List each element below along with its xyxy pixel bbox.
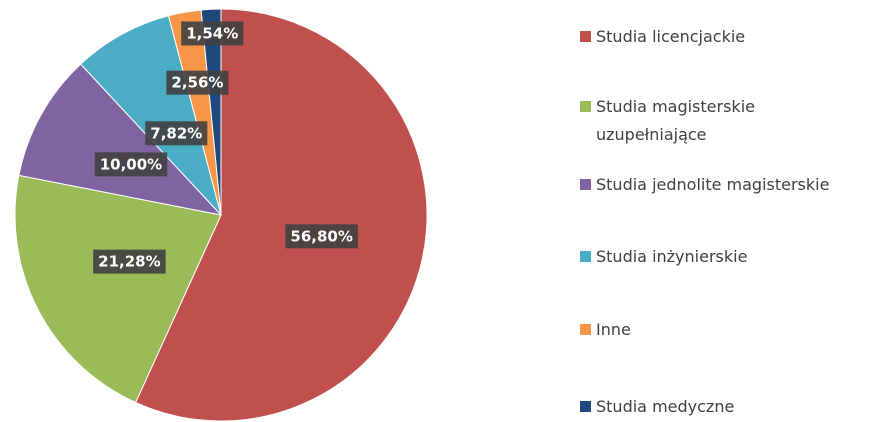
legend-label: Studia medyczne (596, 397, 735, 416)
legend-label: Studia licencjackie (596, 27, 746, 46)
data-label: 1,54% (186, 24, 238, 42)
pie-slice (80, 15, 222, 216)
legend-swatch (580, 401, 591, 412)
legend-swatch (580, 324, 591, 335)
data-label-bg (145, 121, 208, 146)
legend-swatch (580, 179, 591, 190)
data-label: 56,80% (290, 227, 352, 245)
pie-slice (14, 174, 222, 404)
data-label-bg (285, 224, 358, 249)
legend-item: Studia medyczne (580, 393, 880, 421)
legend-item: Studia licencjackie (580, 23, 880, 51)
legend-item: Studia jednolite magisterskie (580, 171, 880, 199)
data-label: 21,28% (98, 253, 160, 271)
data-label-bg (94, 152, 168, 177)
legend-swatch (580, 101, 591, 112)
legend-label: Studia magisterskie uzupełniające (596, 97, 755, 144)
legend-label: Inne (596, 320, 631, 339)
data-label-bg (93, 249, 166, 274)
legend-label: Studia inżynierskie (596, 247, 748, 266)
legend-label: Studia jednolite magisterskie (596, 175, 830, 194)
data-label-bg (166, 70, 229, 95)
legend-swatch (580, 31, 591, 42)
pie-slice (18, 63, 223, 216)
legend-item: Inne (580, 316, 880, 344)
data-label: 7,82% (150, 124, 202, 142)
data-label-bg (181, 21, 244, 46)
pie-slice (200, 8, 222, 216)
data-label: 2,56% (171, 74, 223, 92)
data-label: 10,00% (100, 155, 162, 173)
legend-swatch (580, 251, 591, 262)
pie-slice (134, 8, 428, 422)
legend-item: Studia magisterskie uzupełniające (580, 93, 880, 149)
legend-item: Studia inżynierskie (580, 243, 880, 271)
